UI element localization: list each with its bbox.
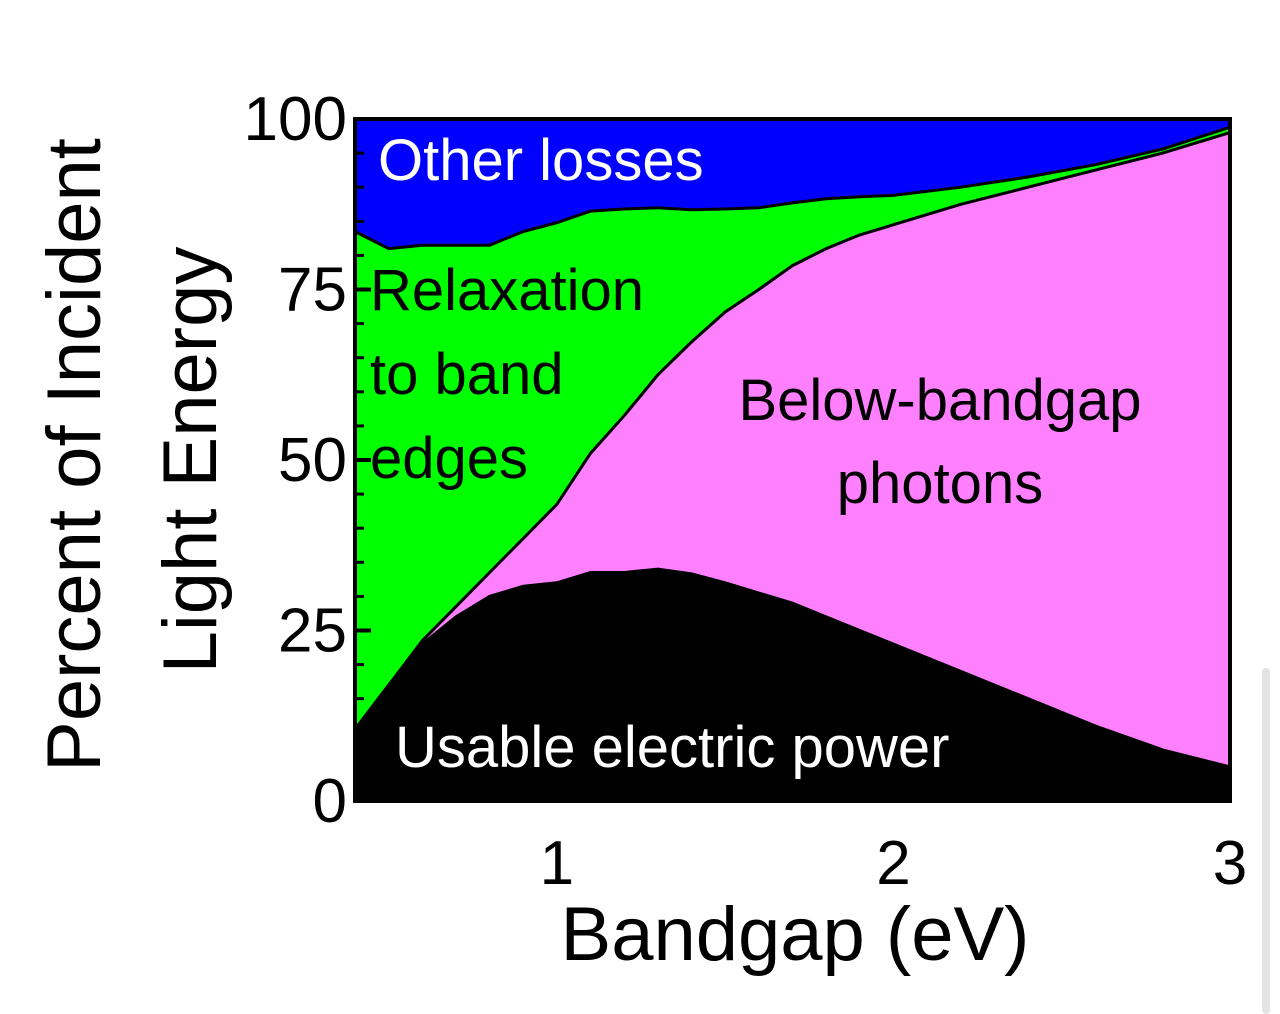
x-tick-label: 1	[540, 829, 574, 898]
boundary-line-relaxation-to-band-edges	[354, 125, 1231, 251]
y-tick-label: 0	[313, 767, 347, 836]
boundary-line-usable-electric-power	[353, 567, 1231, 769]
area-layers	[354, 118, 1231, 802]
annotation-below-bandgap-line-1: Below-bandgap	[738, 368, 1141, 433]
annotation-below-bandgap-line-2: photons	[837, 451, 1043, 516]
x-tick-label: 3	[1213, 829, 1247, 898]
y-axis: 0 25 50 75 100	[244, 85, 371, 836]
y-axis-label-line-2: Light Energy	[148, 247, 233, 674]
y-tick-label: 50	[278, 426, 347, 495]
scrollbar[interactable]	[1262, 668, 1270, 1014]
x-tick-label: 2	[876, 829, 910, 898]
annotation-relaxation-line-2: to band	[370, 342, 564, 407]
annotation-relaxation-line-1: Relaxation	[370, 258, 644, 323]
annotation-relaxation-line-3: edges	[370, 426, 528, 491]
y-axis-label-line-1: Percent of Incident	[32, 138, 117, 772]
y-tick-label: 100	[244, 85, 347, 154]
y-tick-label: 25	[278, 597, 347, 666]
annotation-other-losses: Other losses	[378, 128, 704, 193]
x-axis-label: Bandgap (eV)	[561, 892, 1030, 977]
x-axis: 1 2 3	[387, 783, 1247, 898]
annotation-usable-power: Usable electric power	[395, 715, 949, 780]
y-tick-label: 75	[278, 256, 347, 325]
boundary-line-below-bandgap-photons	[353, 131, 1231, 731]
